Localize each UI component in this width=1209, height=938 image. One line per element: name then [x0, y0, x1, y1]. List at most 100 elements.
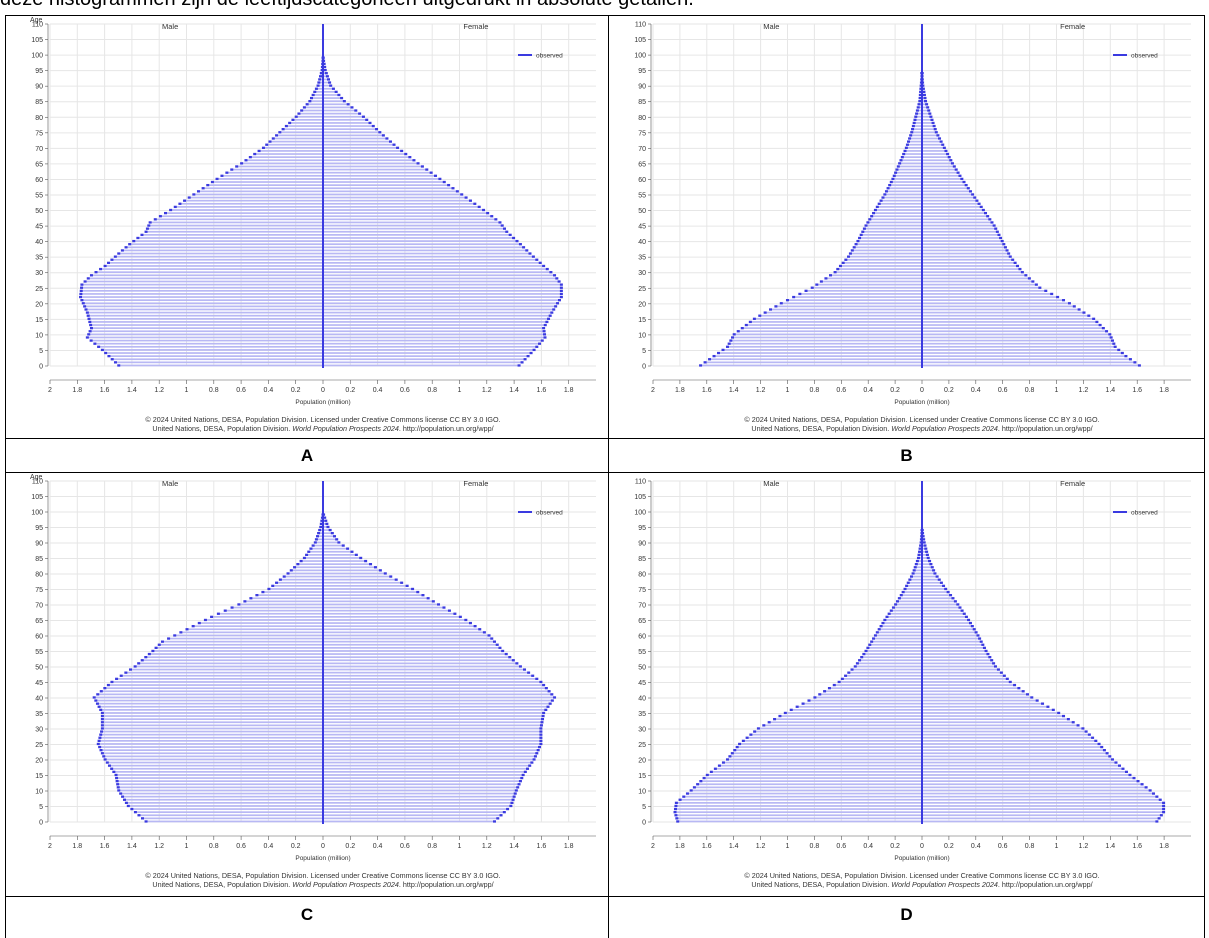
female-bar-edge	[513, 792, 517, 795]
female-bar-edge	[970, 625, 974, 628]
x-tick-label: 0.6	[236, 387, 246, 394]
male-bar	[279, 578, 323, 581]
female-bar	[323, 668, 526, 671]
male-bar-edge	[313, 541, 317, 544]
y-tick-label: 75	[35, 587, 43, 594]
intro-text: deze histogrammen zijn de leeftijdscateg…	[0, 0, 1209, 12]
female-bar	[323, 106, 353, 109]
male-bar	[900, 594, 922, 597]
female-bar-edge	[533, 755, 537, 758]
female-bar	[922, 743, 1100, 745]
female-bar-edge	[1002, 243, 1006, 246]
y-tick-label: 105	[31, 37, 43, 44]
x-axis: 2 1.8 1.6 1.4 1.2 1 0.8 0.6 0.4 0.2 0 0.2 0.4 0.6 0.8 1…	[48, 835, 596, 850]
male-bar-edge	[864, 224, 868, 227]
x-tick-label: 0.6	[836, 843, 846, 850]
female-bar	[323, 293, 562, 295]
male-bar-edge	[89, 339, 93, 342]
age-bars	[673, 528, 1166, 823]
male-bar-edge	[97, 705, 101, 708]
footer-citation-prefix: United Nations, DESA, Population Divisio…	[751, 880, 891, 889]
female-bar-edge	[518, 665, 522, 668]
male-bar	[913, 122, 922, 124]
male-bar	[154, 218, 323, 221]
female-bar	[922, 100, 927, 103]
female-bar	[323, 215, 493, 218]
male-bar-edge	[753, 730, 757, 733]
female-bar-edge	[518, 243, 522, 246]
caption-a: A	[300, 446, 314, 465]
female-bar	[922, 252, 1010, 255]
male-bar-edge	[902, 152, 906, 156]
female-bar-edge	[1084, 730, 1088, 733]
male-bar-edge	[689, 789, 693, 792]
male-bar-edge	[268, 140, 272, 143]
y-tick-label: 80	[638, 572, 646, 579]
female-bar	[323, 75, 328, 78]
female-bar	[922, 777, 1135, 779]
male-bar-edge	[731, 336, 735, 339]
male-bar-edge	[883, 618, 887, 622]
male-bar-edge	[705, 773, 709, 777]
x-tick-label: 1.6	[100, 843, 110, 850]
male-bar	[101, 730, 324, 733]
male-bar	[746, 736, 922, 739]
male-bar-edge	[883, 193, 887, 196]
male-bar-edge	[80, 286, 84, 289]
female-bar-edge	[921, 535, 925, 538]
female-bar	[323, 783, 520, 786]
male-bar-edge	[85, 336, 89, 339]
female-bar-edge	[540, 721, 544, 724]
female-bar-edge	[1002, 674, 1006, 677]
female-bar	[323, 572, 386, 575]
male-bar-edge	[712, 354, 716, 358]
female-bar	[922, 352, 1123, 354]
female-bar	[922, 752, 1108, 755]
female-bar-edge	[1120, 351, 1124, 355]
male-bar-edge	[113, 255, 117, 258]
female-bar	[323, 234, 511, 236]
female-bar-edge	[988, 656, 992, 659]
female-bar-edge	[385, 137, 389, 140]
female-bar-edge	[999, 236, 1003, 240]
male-bar-edge	[841, 261, 845, 265]
female-bar	[922, 137, 941, 140]
male-bar-edge	[105, 761, 109, 764]
x-axis-label: Population (million)	[295, 399, 350, 406]
male-bar	[916, 560, 922, 562]
x-tick-label: 1.6	[702, 387, 712, 394]
male-bar-edge	[85, 311, 89, 314]
male-bar-edge	[813, 696, 817, 699]
male-bar-edge	[275, 581, 279, 584]
male-bar-edge	[897, 597, 901, 600]
male-bar	[780, 302, 922, 305]
male-bar	[722, 761, 922, 764]
female-bar-edge	[966, 187, 970, 190]
female-bar	[922, 560, 931, 562]
female-bar	[922, 134, 939, 137]
male-bar	[896, 168, 922, 171]
male-bar	[241, 162, 323, 165]
female-bar-edge	[523, 668, 527, 671]
female-bar-edge	[1067, 302, 1071, 305]
male-bar	[148, 224, 323, 227]
female-bar	[323, 740, 542, 742]
male-bar-edge	[911, 128, 915, 131]
y-axis: 0510152025303540455055606570758085909510…	[634, 479, 652, 827]
male-bar	[90, 327, 323, 330]
female-bar	[323, 554, 357, 556]
male-bar	[842, 262, 922, 264]
male-bar-edge	[919, 87, 923, 90]
male-bar-edge	[220, 174, 224, 177]
male-bar-edge	[278, 131, 282, 134]
female-bar	[323, 767, 529, 770]
female-bar	[922, 146, 945, 149]
male-bar	[315, 538, 323, 541]
male-bar-edge	[840, 677, 844, 681]
y-tick-label: 20	[638, 758, 646, 765]
male-bar	[88, 317, 323, 320]
male-bar	[763, 724, 922, 727]
x-tick-label: 1.8	[1159, 387, 1169, 394]
female-bar-edge	[933, 128, 937, 131]
male-bar-edge	[110, 767, 114, 770]
